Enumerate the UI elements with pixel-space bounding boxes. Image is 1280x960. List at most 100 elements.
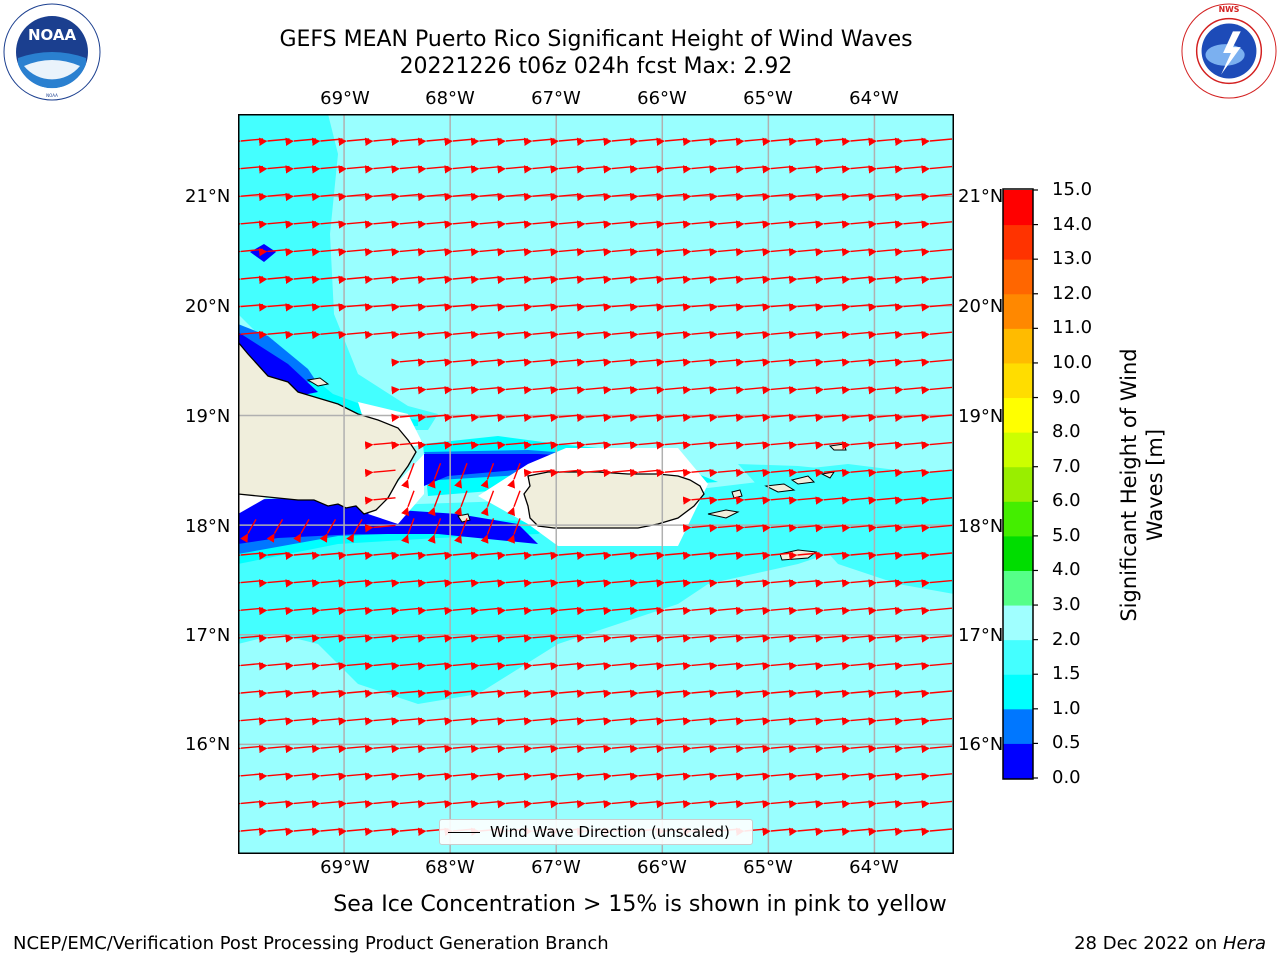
wind-wave-arrow [921, 247, 953, 257]
wind-wave-arrow [921, 385, 953, 395]
colorbar-tick-label: 12.0 [1052, 282, 1093, 304]
wind-wave-arrow [921, 413, 953, 422]
colorbar-segment [1003, 432, 1033, 468]
wind-wave-arrow [507, 518, 521, 544]
wind-wave-arrow [921, 799, 953, 809]
lon-label-top-66: 66°W [637, 88, 687, 109]
lat-label-left-18: 18°N [185, 516, 231, 537]
map-plot [238, 114, 954, 854]
colorbar-tick-label: 10.0 [1052, 351, 1093, 373]
wind-wave-arrow [319, 519, 337, 543]
colorbar-segment [1003, 190, 1033, 226]
wind-wave-arrow [921, 165, 953, 174]
wind-wave-arrow [480, 490, 495, 517]
wind-wave-arrow [921, 137, 953, 146]
colorbar-tick-label: 0.0 [1052, 767, 1081, 788]
wind-wave-arrow [921, 275, 953, 284]
lat-label-right-16: 16°N [958, 735, 1002, 755]
wind-wave-arrow [921, 192, 953, 202]
nws-logo: NWS [1181, 3, 1277, 99]
footer-credit: NCEP/EMC/Verification Post Processing Pr… [13, 933, 609, 954]
wind-wave-arrow [921, 330, 953, 340]
lat-label-left-16: 16°N [185, 734, 231, 755]
lat-label-right-19: 19°N [958, 407, 1002, 427]
colorbar-segment [1003, 501, 1033, 537]
colorbar-segment [1003, 328, 1033, 364]
wind-wave-arrow [364, 496, 396, 505]
colorbar-tick-label: 6.0 [1052, 490, 1081, 512]
colorbar-segment [1003, 708, 1033, 744]
colorbar-segment [1003, 259, 1033, 295]
wind-wave-arrow [427, 462, 442, 489]
wind-wave-arrow [921, 689, 953, 698]
colorbar-tick-label: 11.0 [1052, 317, 1093, 339]
wind-wave-arrow [427, 518, 442, 544]
wind-wave-arrow [921, 551, 953, 560]
wind-wave-arrow [401, 518, 415, 544]
wind-wave-arrow [921, 303, 953, 312]
colorbar-segment [1003, 570, 1033, 606]
wind-wave-arrow [921, 220, 953, 229]
colorbar-tick-label: 8.0 [1052, 421, 1081, 443]
wind-wave-arrow [507, 490, 521, 517]
lat-label-right-21: 21°N [958, 187, 1002, 207]
colorbar-tick-label: 1.5 [1052, 663, 1081, 685]
lon-label-top-69: 69°W [320, 88, 370, 109]
wind-wave-arrow [921, 827, 953, 836]
wind-wave-arrow [427, 490, 442, 517]
lon-label-bottom-64: 64°W [849, 857, 899, 878]
colorbar-segment [1003, 605, 1033, 641]
lat-label-left-21: 21°N [185, 186, 231, 207]
colorbar-tick-label: 3.0 [1052, 594, 1081, 616]
footer-host: Hera [1222, 933, 1266, 954]
colorbar-segment [1003, 535, 1033, 571]
land-puerto-rico [523, 471, 705, 529]
wind-wave-arrow [364, 468, 396, 478]
colorbar [1002, 188, 1038, 780]
wind-wave-arrow [480, 462, 495, 489]
footer-date-text: 28 Dec 2022 on [1074, 933, 1223, 954]
wave-zone-blue-low-1 [238, 332, 318, 396]
lon-label-bottom-65: 65°W [743, 857, 793, 878]
wave-zone-east [758, 464, 954, 594]
lat-label-right-18: 18°N [958, 517, 1002, 537]
colorbar-tick-label: 2.0 [1052, 628, 1081, 650]
colorbar-segment [1003, 224, 1033, 260]
colorbar-segment [1003, 639, 1033, 675]
lat-label-right-20: 20°N [958, 297, 1002, 317]
wind-wave-arrows [238, 137, 953, 836]
lon-label-top-64: 64°W [849, 88, 899, 109]
land-virgin-islands [764, 471, 836, 493]
lon-label-bottom-67: 67°W [531, 857, 581, 878]
colorbar-tick-label: 1.0 [1052, 697, 1081, 719]
wind-wave-arrow [266, 519, 284, 543]
colorbar-segment [1003, 674, 1033, 710]
lon-label-top-65: 65°W [743, 88, 793, 109]
wind-wave-arrow [921, 523, 953, 533]
chart-title: GEFS MEAN Puerto Rico Significant Height… [279, 27, 913, 52]
chart-subtitle: 20221226 t06z 024h fcst Max: 2.92 [399, 54, 793, 79]
wind-wave-arrow [401, 490, 415, 517]
wind-wave-arrow [364, 523, 396, 533]
svg-text:NOAA: NOAA [28, 26, 77, 44]
wind-wave-arrow [921, 441, 953, 450]
land-vieques [707, 509, 740, 519]
lat-label-right-17: 17°N [958, 626, 1002, 646]
colorbar-tick-label: 4.0 [1052, 559, 1081, 581]
wind-wave-arrow [293, 519, 310, 543]
colorbar-tick-label: 5.0 [1052, 524, 1081, 546]
wind-wave-arrow [921, 496, 953, 505]
wind-wave-arrow [921, 468, 953, 478]
map-legend: Wind Wave Direction (unscaled) [439, 819, 753, 845]
noaa-logo: NOAA NOAA [3, 3, 101, 101]
svg-text:NOAA: NOAA [46, 93, 58, 98]
mask-mona [368, 454, 424, 524]
wind-wave-arrow [921, 744, 953, 754]
wind-wave-arrow [921, 661, 953, 671]
lon-label-bottom-68: 68°W [425, 857, 475, 878]
wind-wave-arrow [921, 772, 953, 781]
colorbar-segment [1003, 743, 1033, 779]
wind-wave-arrow [921, 606, 953, 616]
lat-label-left-19: 19°N [185, 406, 231, 427]
footer-date: 28 Dec 2022 on Hera [1074, 933, 1266, 955]
